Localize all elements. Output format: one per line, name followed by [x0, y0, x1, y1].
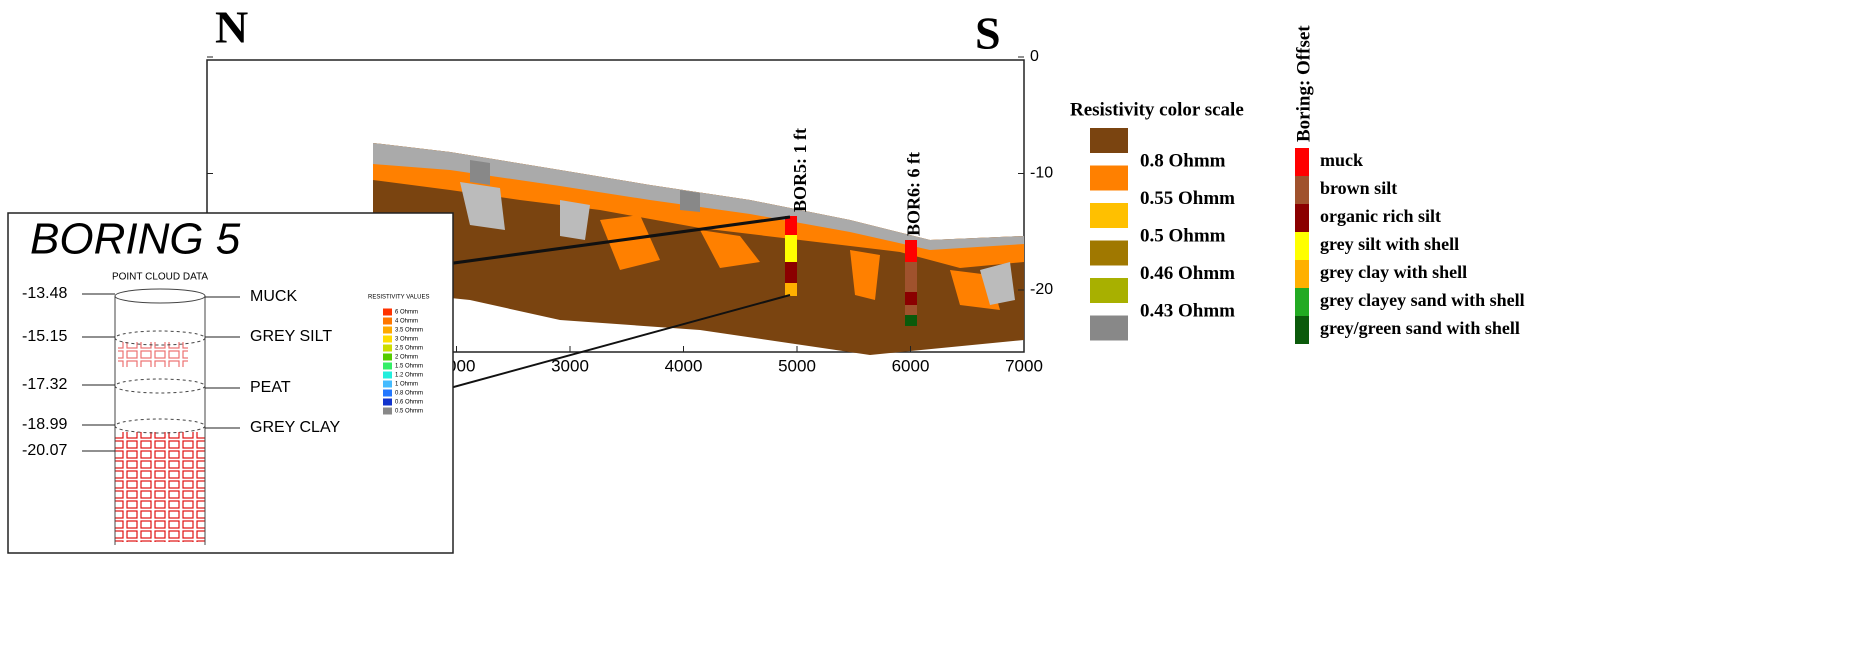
- inset-legend-label: 0.6 Ohmm: [395, 400, 423, 406]
- legend-label: grey silt with shell: [1320, 234, 1459, 254]
- legend-swatch: [1295, 176, 1309, 204]
- inset-legend-label: 1.2 Ohmm: [395, 373, 423, 379]
- inset-legend-title: RESISTIVITY VALUES: [368, 295, 429, 301]
- depth-label: -15.15: [22, 328, 67, 345]
- boring-legend-title: Boring: Offset: [1293, 25, 1314, 142]
- resistivity-legend: 0.8 Ohmm 0.55 Ohmm 0.5 Ohmm 0.46 Ohmm 0.43 O…: [1090, 128, 1235, 341]
- inset-legend-swatch: [383, 326, 392, 334]
- boring-label: BOR6: 6 ft: [904, 152, 924, 236]
- bor6-column: [905, 240, 917, 326]
- layer-label: MUCK: [250, 288, 297, 305]
- inset-legend-label: 3 Ohmm: [395, 337, 418, 343]
- y-tick-label: 0: [1030, 48, 1039, 65]
- inset-legend-label: 3.5 Ohmm: [395, 328, 423, 334]
- legend-swatch: [1295, 148, 1309, 176]
- inset-legend-label: 4 Ohmm: [395, 319, 418, 325]
- boring-label: BOR5: 1 ft: [790, 128, 810, 212]
- inset-subtitle: POINT CLOUD DATA: [112, 272, 208, 283]
- bor5-column: [785, 216, 797, 296]
- inset-legend-label: 0.8 Ohmm: [395, 391, 423, 397]
- legend-swatch: [1090, 203, 1128, 228]
- layer-label: PEAT: [250, 379, 291, 396]
- legend-label: 0.5 Ohmm: [1140, 225, 1226, 246]
- legend-swatch: [1295, 232, 1309, 260]
- layer-label: GREY SILT: [250, 328, 332, 345]
- legend-label: 0.55 Ohmm: [1140, 188, 1235, 209]
- x-tick-label: 7000: [1005, 356, 1043, 375]
- inset-legend-swatch: [383, 308, 392, 316]
- legend-label: 0.43 Ohmm: [1140, 300, 1235, 321]
- inset-legend-swatch: [383, 380, 392, 388]
- inset-legend-swatch: [383, 317, 392, 325]
- south-label: S: [975, 8, 1001, 59]
- depth-label: -13.48: [22, 285, 67, 302]
- inset-legend-swatch: [383, 335, 392, 343]
- y-tick-label: -20: [1030, 281, 1053, 298]
- inset-legend-label: 1.5 Ohmm: [395, 364, 423, 370]
- legend-swatch: [1090, 315, 1128, 341]
- x-tick-label: 3000: [551, 356, 589, 375]
- y-tick-label: -10: [1030, 165, 1053, 182]
- north-label: N: [215, 2, 248, 53]
- legend-swatch: [1090, 278, 1128, 303]
- depth-label: -20.07: [22, 442, 67, 459]
- inset-legend-swatch: [383, 398, 392, 406]
- legend-label: muck: [1320, 150, 1363, 170]
- resistivity-legend-title: Resistivity color scale: [1070, 99, 1244, 120]
- legend-swatch: [1295, 204, 1309, 232]
- legend-label: brown silt: [1320, 178, 1397, 198]
- inset-legend-swatch: [383, 344, 392, 352]
- depth-label: -17.32: [22, 376, 67, 393]
- depth-label: -18.99: [22, 416, 67, 433]
- x-tick-label: 5000: [778, 356, 816, 375]
- x-tick-label: 4000: [665, 356, 703, 375]
- legend-label: grey/green sand with shell: [1320, 318, 1520, 338]
- legend-label: 0.46 Ohmm: [1140, 263, 1235, 284]
- inset-legend-label: 2 Ohmm: [395, 355, 418, 361]
- inset-legend-label: 6 Ohmm: [395, 310, 418, 316]
- legend-swatch: [1090, 165, 1128, 191]
- inset-legend-swatch: [383, 362, 392, 370]
- legend-label: 0.8 Ohmm: [1140, 150, 1226, 171]
- cross-section: [373, 143, 1024, 355]
- inset-title: BORING 5: [30, 215, 241, 264]
- inset-legend-label: 1 Ohmm: [395, 382, 418, 388]
- layer-label: GREY CLAY: [250, 419, 340, 436]
- inset-labels: -13.48 -15.15 -17.32 -18.99 -20.07 MUCK GREY S…: [22, 285, 429, 459]
- inset-legend-swatch: [383, 389, 392, 397]
- legend-label: organic rich silt: [1320, 206, 1441, 226]
- inset-legend-swatch: [383, 353, 392, 361]
- boring-legend: muck brown silt organic rich silt grey silt…: [1295, 148, 1525, 344]
- inset: BORING 5 POINT CLOUD DATA: [7, 212, 454, 554]
- x-tick-label: 6000: [892, 356, 930, 375]
- legend-label: grey clay with shell: [1320, 262, 1467, 282]
- section-frame: [206, 59, 1025, 353]
- legend-swatch: [1295, 288, 1309, 316]
- legend-swatch: [1295, 316, 1309, 344]
- legend-swatch: [1090, 240, 1128, 266]
- inset-legend-label: 0.5 Ohmm: [395, 409, 423, 415]
- legend-swatch: [1295, 260, 1309, 288]
- inset-legend-label: 2.5 Ohmm: [395, 346, 423, 352]
- legend-label: grey clayey sand with shell: [1320, 290, 1525, 310]
- inset-legend-swatch: [383, 407, 392, 415]
- legend-swatch: [1090, 128, 1128, 153]
- inset-legend-swatch: [383, 371, 392, 379]
